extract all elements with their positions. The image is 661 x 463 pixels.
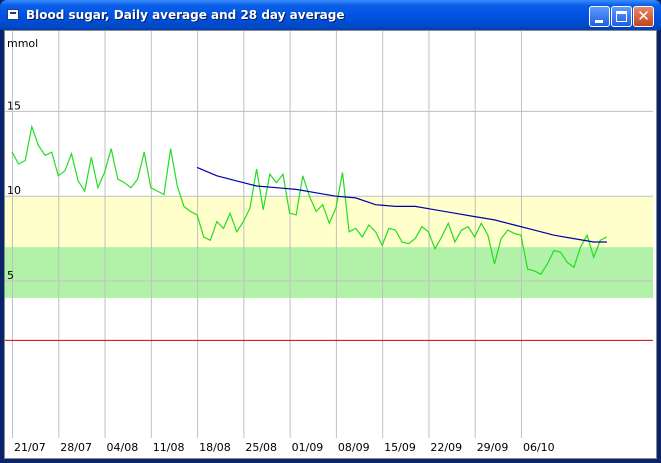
daily-average-line: [11, 124, 608, 275]
close-button[interactable]: ✕: [633, 6, 654, 27]
x-tick-label-0: 21/07: [14, 441, 46, 454]
y-axis-label: mmol: [7, 37, 38, 50]
x-tick-label-6: 01/09: [292, 441, 324, 454]
x-tick-label-1: 28/07: [60, 441, 92, 454]
x-tick-label-4: 18/08: [199, 441, 231, 454]
x-tick-label-5: 25/08: [245, 441, 277, 454]
rolling-average-line: [196, 166, 607, 243]
close-icon: ✕: [637, 7, 650, 25]
window-title: Blood sugar, Daily average and 28 day av…: [26, 8, 345, 22]
y-tick-label-5: 5: [7, 269, 14, 282]
x-tick-label-2: 04/08: [107, 441, 139, 454]
blood-sugar-chart: mmol510152021/0728/0704/0811/0818/0825/0…: [5, 31, 653, 454]
title-bar[interactable]: Blood sugar, Daily average and 28 day av…: [0, 0, 661, 30]
x-tick-label-8: 15/09: [384, 441, 416, 454]
maximize-button[interactable]: [611, 6, 632, 27]
app-window-icon[interactable]: [7, 9, 19, 20]
minimize-icon: [595, 20, 603, 23]
maximize-icon: [616, 11, 627, 22]
y-tick-label-15: 15: [7, 99, 21, 112]
x-tick-label-9: 22/09: [430, 441, 462, 454]
x-tick-label-7: 08/09: [338, 441, 370, 454]
x-tick-label-3: 11/08: [153, 441, 185, 454]
range-band-0: [5, 247, 653, 298]
x-tick-label-11: 06/10: [523, 441, 555, 454]
minimize-button[interactable]: [589, 6, 610, 27]
y-tick-label-10: 10: [7, 184, 21, 197]
chart-area: mmol510152021/0728/0704/0811/0818/0825/0…: [4, 30, 657, 459]
x-tick-label-10: 29/09: [477, 441, 509, 454]
